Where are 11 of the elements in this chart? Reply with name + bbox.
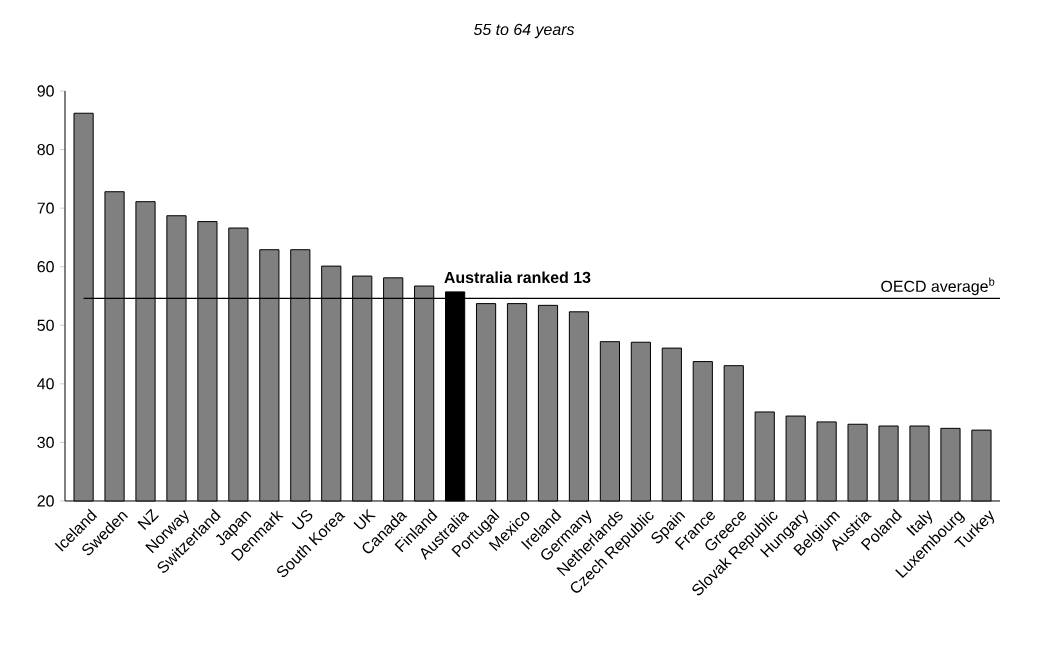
chart-title: 55 to 64 years	[473, 23, 575, 39]
annotation: Australia ranked 13	[444, 271, 591, 284]
y-tick-label: 50	[37, 319, 54, 331]
y-tick-label: 90	[37, 85, 54, 97]
y-tick-label: 30	[37, 436, 54, 449]
y-tick-label: 60	[37, 261, 54, 273]
y-tick-label: 70	[37, 202, 54, 214]
y-tick-label: 20	[37, 495, 54, 507]
y-tick-label: 40	[37, 378, 54, 390]
ref-line-label: OECD average$^{b}$	[881, 277, 995, 296]
y-tick-label: 80	[37, 143, 54, 156]
